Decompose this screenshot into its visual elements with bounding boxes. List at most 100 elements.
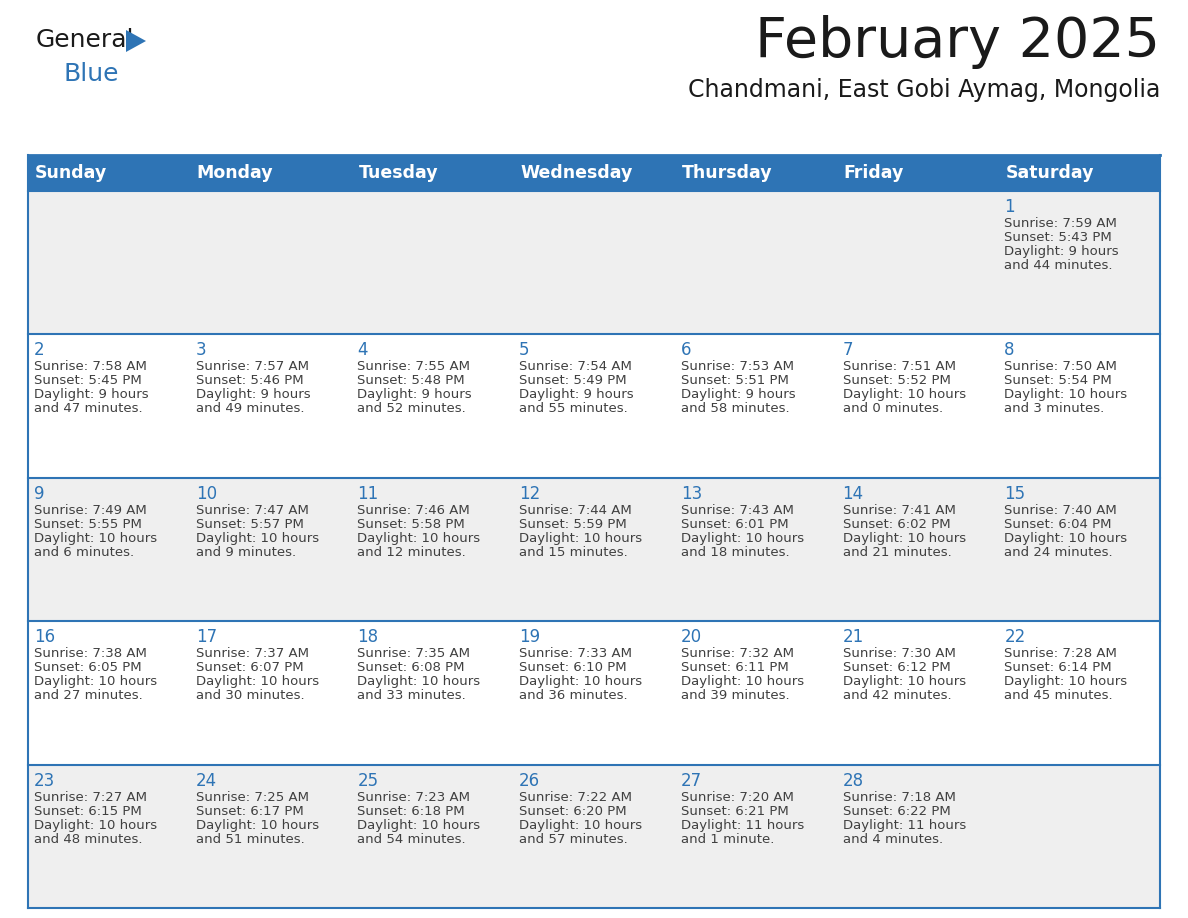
- Text: Sunrise: 7:41 AM: Sunrise: 7:41 AM: [842, 504, 955, 517]
- Text: Sunrise: 7:54 AM: Sunrise: 7:54 AM: [519, 361, 632, 374]
- Text: and 57 minutes.: and 57 minutes.: [519, 833, 628, 845]
- Text: Daylight: 10 hours: Daylight: 10 hours: [34, 819, 157, 832]
- Text: Sunrise: 7:46 AM: Sunrise: 7:46 AM: [358, 504, 470, 517]
- Text: Sunday: Sunday: [34, 164, 107, 182]
- Text: and 52 minutes.: and 52 minutes.: [358, 402, 466, 416]
- Text: 18: 18: [358, 628, 379, 646]
- Text: and 44 minutes.: and 44 minutes.: [1004, 259, 1113, 272]
- Text: 4: 4: [358, 341, 368, 360]
- Text: and 42 minutes.: and 42 minutes.: [842, 689, 952, 702]
- Text: 22: 22: [1004, 628, 1025, 646]
- Text: 11: 11: [358, 485, 379, 503]
- Text: and 24 minutes.: and 24 minutes.: [1004, 546, 1113, 559]
- Text: Daylight: 9 hours: Daylight: 9 hours: [681, 388, 796, 401]
- Text: and 6 minutes.: and 6 minutes.: [34, 546, 134, 559]
- Text: 3: 3: [196, 341, 207, 360]
- Text: Sunrise: 7:37 AM: Sunrise: 7:37 AM: [196, 647, 309, 660]
- Text: Sunrise: 7:28 AM: Sunrise: 7:28 AM: [1004, 647, 1117, 660]
- Text: Sunrise: 7:20 AM: Sunrise: 7:20 AM: [681, 790, 794, 803]
- Text: Sunrise: 7:49 AM: Sunrise: 7:49 AM: [34, 504, 147, 517]
- Text: Sunrise: 7:27 AM: Sunrise: 7:27 AM: [34, 790, 147, 803]
- Text: Sunset: 5:59 PM: Sunset: 5:59 PM: [519, 518, 627, 531]
- Text: Sunrise: 7:22 AM: Sunrise: 7:22 AM: [519, 790, 632, 803]
- Text: Daylight: 10 hours: Daylight: 10 hours: [1004, 676, 1127, 688]
- Text: Saturday: Saturday: [1005, 164, 1094, 182]
- Text: 9: 9: [34, 485, 44, 503]
- Text: Thursday: Thursday: [682, 164, 772, 182]
- Text: Daylight: 11 hours: Daylight: 11 hours: [681, 819, 804, 832]
- Text: 2: 2: [34, 341, 45, 360]
- Text: and 12 minutes.: and 12 minutes.: [358, 546, 466, 559]
- Text: Sunrise: 7:40 AM: Sunrise: 7:40 AM: [1004, 504, 1117, 517]
- Text: Sunrise: 7:47 AM: Sunrise: 7:47 AM: [196, 504, 309, 517]
- Text: Sunset: 5:49 PM: Sunset: 5:49 PM: [519, 375, 627, 387]
- Text: Daylight: 9 hours: Daylight: 9 hours: [358, 388, 472, 401]
- Text: Daylight: 10 hours: Daylight: 10 hours: [196, 532, 318, 544]
- Text: Sunrise: 7:30 AM: Sunrise: 7:30 AM: [842, 647, 955, 660]
- Text: Sunset: 5:43 PM: Sunset: 5:43 PM: [1004, 231, 1112, 244]
- Text: Daylight: 10 hours: Daylight: 10 hours: [519, 532, 643, 544]
- Text: Wednesday: Wednesday: [520, 164, 632, 182]
- Text: and 58 minutes.: and 58 minutes.: [681, 402, 790, 416]
- Bar: [29, 334, 1159, 477]
- Text: Sunset: 5:48 PM: Sunset: 5:48 PM: [358, 375, 465, 387]
- Text: Sunrise: 7:44 AM: Sunrise: 7:44 AM: [519, 504, 632, 517]
- Text: and 45 minutes.: and 45 minutes.: [1004, 689, 1113, 702]
- Text: and 15 minutes.: and 15 minutes.: [519, 546, 628, 559]
- Text: Sunrise: 7:35 AM: Sunrise: 7:35 AM: [358, 647, 470, 660]
- Text: 19: 19: [519, 628, 541, 646]
- Text: Daylight: 10 hours: Daylight: 10 hours: [842, 532, 966, 544]
- Text: Daylight: 10 hours: Daylight: 10 hours: [34, 676, 157, 688]
- Text: and 51 minutes.: and 51 minutes.: [196, 833, 304, 845]
- Text: Daylight: 10 hours: Daylight: 10 hours: [1004, 388, 1127, 401]
- Text: Sunset: 6:05 PM: Sunset: 6:05 PM: [34, 661, 141, 674]
- Text: and 36 minutes.: and 36 minutes.: [519, 689, 627, 702]
- Text: Daylight: 10 hours: Daylight: 10 hours: [519, 676, 643, 688]
- Text: Sunset: 5:57 PM: Sunset: 5:57 PM: [196, 518, 304, 531]
- Text: Sunset: 6:18 PM: Sunset: 6:18 PM: [358, 804, 465, 818]
- Text: Sunset: 6:07 PM: Sunset: 6:07 PM: [196, 661, 303, 674]
- Text: Monday: Monday: [197, 164, 273, 182]
- Bar: [29, 765, 1159, 908]
- Text: Daylight: 9 hours: Daylight: 9 hours: [1004, 245, 1119, 258]
- Text: and 33 minutes.: and 33 minutes.: [358, 689, 466, 702]
- Text: Daylight: 10 hours: Daylight: 10 hours: [358, 532, 481, 544]
- Text: General: General: [36, 28, 134, 52]
- Text: 17: 17: [196, 628, 217, 646]
- Text: Daylight: 10 hours: Daylight: 10 hours: [358, 819, 481, 832]
- Text: 23: 23: [34, 772, 56, 789]
- Text: Sunset: 6:04 PM: Sunset: 6:04 PM: [1004, 518, 1112, 531]
- Text: 16: 16: [34, 628, 55, 646]
- Text: Sunrise: 7:50 AM: Sunrise: 7:50 AM: [1004, 361, 1117, 374]
- Text: Sunset: 6:14 PM: Sunset: 6:14 PM: [1004, 661, 1112, 674]
- Text: 13: 13: [681, 485, 702, 503]
- Bar: [29, 621, 1159, 765]
- Text: Sunset: 5:52 PM: Sunset: 5:52 PM: [842, 375, 950, 387]
- Text: February 2025: February 2025: [756, 15, 1159, 69]
- Text: and 30 minutes.: and 30 minutes.: [196, 689, 304, 702]
- Text: and 0 minutes.: and 0 minutes.: [842, 402, 943, 416]
- Text: Sunset: 6:21 PM: Sunset: 6:21 PM: [681, 804, 789, 818]
- Text: 28: 28: [842, 772, 864, 789]
- Text: Sunset: 5:58 PM: Sunset: 5:58 PM: [358, 518, 466, 531]
- Text: Friday: Friday: [843, 164, 904, 182]
- Text: 27: 27: [681, 772, 702, 789]
- Text: and 1 minute.: and 1 minute.: [681, 833, 775, 845]
- Text: Daylight: 9 hours: Daylight: 9 hours: [34, 388, 148, 401]
- Text: and 18 minutes.: and 18 minutes.: [681, 546, 790, 559]
- Text: Sunrise: 7:58 AM: Sunrise: 7:58 AM: [34, 361, 147, 374]
- Text: Sunset: 6:17 PM: Sunset: 6:17 PM: [196, 804, 303, 818]
- Text: Sunset: 5:45 PM: Sunset: 5:45 PM: [34, 375, 141, 387]
- Text: Sunrise: 7:18 AM: Sunrise: 7:18 AM: [842, 790, 955, 803]
- Text: Sunrise: 7:33 AM: Sunrise: 7:33 AM: [519, 647, 632, 660]
- Text: and 3 minutes.: and 3 minutes.: [1004, 402, 1105, 416]
- Text: and 49 minutes.: and 49 minutes.: [196, 402, 304, 416]
- Text: Daylight: 9 hours: Daylight: 9 hours: [196, 388, 310, 401]
- Text: Daylight: 10 hours: Daylight: 10 hours: [681, 532, 804, 544]
- Text: Sunset: 6:12 PM: Sunset: 6:12 PM: [842, 661, 950, 674]
- Text: 1: 1: [1004, 198, 1015, 216]
- Text: and 48 minutes.: and 48 minutes.: [34, 833, 143, 845]
- Text: Daylight: 9 hours: Daylight: 9 hours: [519, 388, 633, 401]
- Text: Sunset: 6:02 PM: Sunset: 6:02 PM: [842, 518, 950, 531]
- Text: and 21 minutes.: and 21 minutes.: [842, 546, 952, 559]
